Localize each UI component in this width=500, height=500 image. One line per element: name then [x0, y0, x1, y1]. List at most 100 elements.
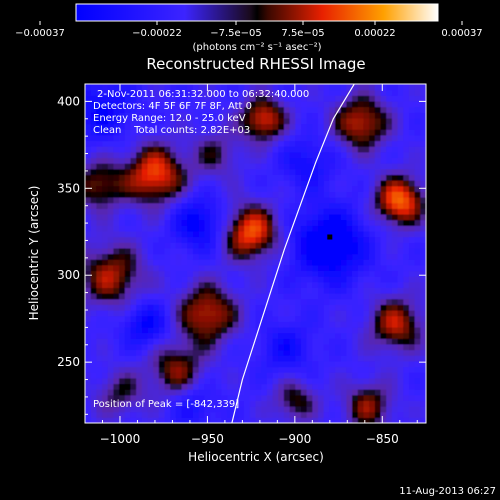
heatmap-cell — [261, 208, 268, 215]
heatmap-cell — [164, 270, 171, 277]
heatmap-cell — [170, 140, 177, 147]
heatmap-cell — [175, 326, 183, 334]
heatmap-cell — [255, 185, 262, 192]
heatmap-cell — [204, 163, 211, 170]
heatmap-cell — [397, 406, 404, 413]
heatmap-cell — [414, 349, 421, 356]
heatmap-cell — [215, 310, 222, 317]
heatmap-cell — [210, 247, 217, 255]
heatmap-cell — [192, 180, 200, 187]
heatmap-cell — [386, 253, 393, 260]
heatmap-cell — [102, 383, 109, 390]
heatmap-cell — [414, 84, 421, 91]
heatmap-cell — [278, 332, 285, 339]
heatmap-cell — [318, 123, 325, 130]
heatmap-cell — [124, 298, 132, 305]
heatmap-cell — [170, 400, 177, 407]
heatmap-cell — [357, 394, 365, 401]
heatmap-cell — [414, 366, 421, 373]
heatmap-cell — [232, 236, 240, 243]
heatmap-cell — [119, 326, 126, 334]
heatmap-cell — [141, 383, 149, 390]
heatmap-cell — [295, 151, 302, 159]
heatmap-cell — [420, 151, 426, 159]
heatmap-cell — [408, 253, 416, 260]
heatmap-cell — [124, 123, 132, 130]
heatmap-cell — [374, 100, 382, 108]
heatmap-cell — [175, 270, 183, 277]
heatmap-cell — [380, 208, 387, 215]
heatmap-cell — [312, 140, 319, 147]
heatmap-cell — [255, 366, 262, 373]
heatmap-cell — [300, 332, 308, 339]
heatmap-cell — [204, 360, 211, 368]
heatmap-cell — [272, 191, 279, 198]
heatmap-cell — [363, 117, 370, 125]
heatmap-cell — [85, 411, 92, 418]
heatmap-cell — [397, 174, 404, 181]
heatmap-cell — [312, 174, 319, 181]
heatmap-cell — [346, 293, 353, 300]
heatmap-cell — [306, 146, 313, 153]
heatmap-cell — [255, 197, 262, 204]
heatmap-cell — [357, 100, 365, 108]
heatmap-cell — [289, 163, 296, 170]
heatmap-cell — [391, 140, 399, 147]
heatmap-cell — [312, 287, 319, 294]
heatmap-cell — [420, 259, 426, 266]
heatmap-cell — [352, 310, 359, 317]
heatmap-cell — [391, 383, 399, 390]
heatmap-cell — [136, 270, 143, 277]
heatmap-cell — [374, 355, 382, 362]
heatmap-cell — [295, 366, 302, 373]
heatmap-cell — [300, 394, 308, 401]
heatmap-cell — [335, 394, 342, 401]
heatmap-cell — [147, 338, 154, 345]
heatmap-cell — [369, 185, 376, 192]
heatmap-cell — [238, 163, 245, 170]
heatmap-cell — [261, 213, 268, 221]
heatmap-cell — [170, 202, 177, 209]
heatmap-cell — [238, 151, 245, 159]
heatmap-cell — [107, 208, 115, 215]
heatmap-cell — [272, 84, 279, 91]
heatmap-cell — [278, 185, 285, 192]
heatmap-cell — [312, 168, 319, 175]
heatmap-cell — [408, 264, 416, 272]
heatmap-cell — [187, 406, 194, 413]
heatmap-cell — [85, 123, 92, 130]
heatmap-cell — [221, 281, 228, 288]
heatmap-cell — [272, 366, 279, 373]
heatmap-cell — [141, 146, 149, 153]
heatmap-cell — [340, 349, 348, 356]
heatmap-cell — [318, 242, 325, 249]
heatmap-cell — [266, 276, 274, 283]
heatmap-cell — [346, 230, 353, 238]
heatmap-cell — [295, 230, 302, 238]
heatmap-cell — [232, 298, 240, 305]
heatmap-cell — [232, 157, 240, 164]
heatmap-cell — [210, 253, 217, 260]
heatmap-cell — [323, 366, 330, 373]
heatmap-cell — [192, 389, 200, 396]
heatmap-cell — [187, 174, 194, 181]
heatmap-cell — [102, 360, 109, 368]
heatmap-cell — [164, 338, 171, 345]
heatmap-cell — [261, 174, 268, 181]
heatmap-cell — [136, 225, 143, 232]
heatmap-cell — [119, 242, 126, 249]
heatmap-cell — [318, 140, 325, 147]
heatmap-cell — [187, 321, 194, 328]
heatmap-cell — [198, 394, 205, 401]
heatmap-cell — [420, 123, 426, 130]
heatmap-cell — [238, 338, 245, 345]
heatmap-cell — [204, 134, 211, 142]
heatmap-cell — [85, 247, 92, 255]
heatmap-cell — [391, 355, 399, 362]
heatmap-cell — [403, 287, 410, 294]
heatmap-cell — [295, 89, 302, 96]
heatmap-cell — [261, 236, 268, 243]
heatmap-cell — [210, 208, 217, 215]
heatmap-cell — [278, 366, 285, 373]
heatmap-cell — [175, 338, 183, 345]
